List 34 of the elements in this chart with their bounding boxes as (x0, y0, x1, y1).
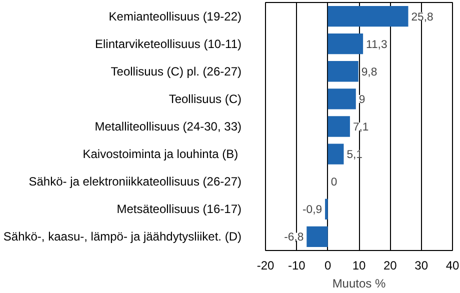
y-tick-label: Teollisuus (C) (168, 92, 242, 106)
x-tick-label: 30 (414, 258, 428, 272)
data-label: 11,3 (366, 38, 388, 51)
y-tick-label: Metsäteollisuus (16-17) (116, 202, 242, 216)
y-tick-label: Sähkö-, kaasu-, lämpö- ja jäähdytysliiket. (D) (3, 230, 242, 244)
y-tick-label: Sähkö- ja elektroniikkateollisuus (26-27) (28, 174, 242, 189)
data-label: -6,8 (284, 232, 304, 244)
data-label: 0 (330, 176, 338, 189)
data-label: -0,9 (302, 204, 322, 216)
bar (328, 116, 350, 137)
y-tick-label: Metalliteollisuus (24-30, 33) (94, 120, 242, 134)
y-tick-label: Kaivostoiminta ja louhinta (B) (82, 147, 238, 162)
data-label: 9 (358, 94, 366, 106)
bar (325, 198, 328, 220)
x-tick-label: 40 (446, 258, 460, 272)
y-tick-label: Elintarviketeollisuus (10-11) (94, 36, 242, 51)
x-tick-label: -10 (288, 258, 306, 272)
data-label: 7,1 (352, 122, 369, 134)
bar (328, 144, 344, 164)
x-axis-title: Muutos % (332, 276, 386, 290)
x-tick-label: -20 (256, 258, 274, 272)
bar (306, 226, 328, 248)
x-tick-label: 10 (352, 258, 366, 272)
bar (328, 34, 364, 54)
x-tick-label: 0 (324, 258, 332, 272)
data-label: 25,8 (411, 11, 434, 24)
y-tick-label: Teollisuus (C) pl. (26-27) (110, 64, 242, 78)
bar (328, 61, 358, 82)
x-tick-label: 20 (383, 258, 398, 272)
data-label: 9,8 (361, 66, 378, 78)
bar (328, 6, 408, 27)
y-tick-label: Kemianteollisuus (19-22) (108, 9, 242, 24)
data-label: 5,1 (346, 149, 362, 162)
bar (328, 88, 356, 110)
